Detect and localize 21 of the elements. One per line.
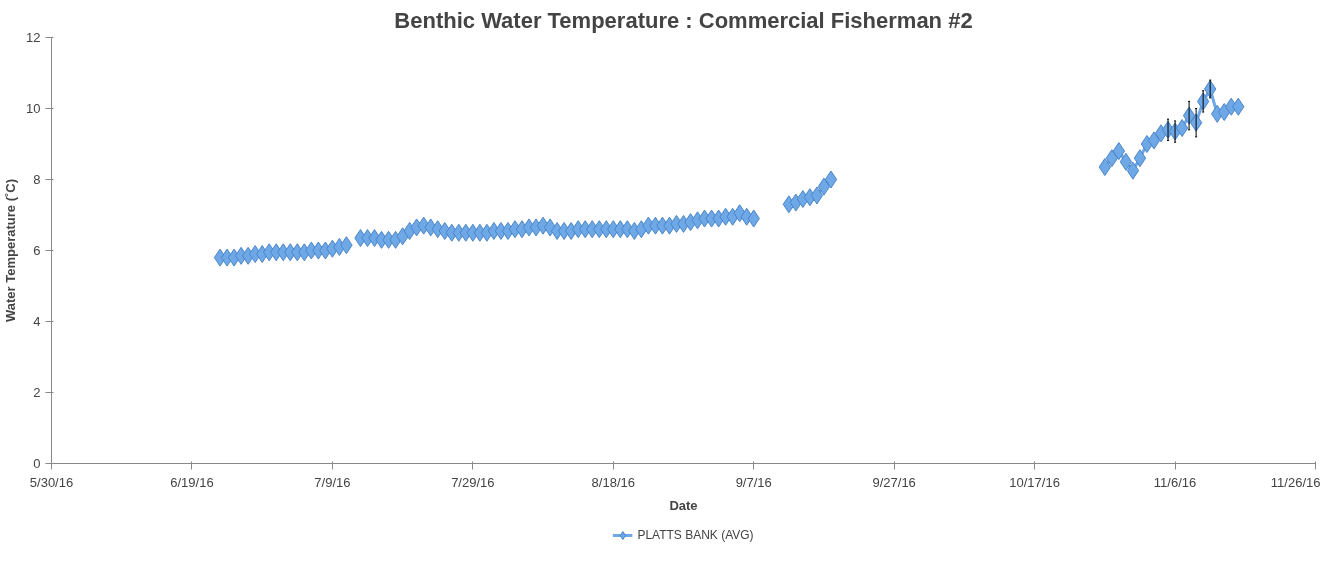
y-axis-title: Water Temperature (˚C) (3, 178, 19, 323)
y-tick-label: 12 (26, 30, 41, 45)
y-tick-label: 8 (33, 172, 41, 187)
x-tick-label: 9/27/16 (872, 474, 916, 490)
y-tick-label: 0 (33, 456, 41, 471)
legend-label: PLATTS BANK (AVG) (637, 528, 754, 542)
x-tick-label: 11/6/16 (1153, 474, 1197, 490)
x-tick-label: 8/18/16 (591, 474, 635, 490)
x-tick-label: 9/7/16 (735, 474, 772, 490)
x-tick-label: 7/9/16 (314, 474, 351, 490)
y-tick-label: 6 (33, 243, 41, 258)
y-tick-label: 4 (33, 314, 41, 329)
x-tick-label: 11/26/16 (1270, 474, 1321, 490)
y-tick-label: 10 (26, 101, 41, 116)
x-tick-label: 7/29/16 (451, 474, 495, 490)
x-tick-label: 5/30/16 (29, 474, 74, 490)
chart-title: Benthic Water Temperature : Commercial Fisherman #2 (394, 7, 973, 33)
x-tick-label: 10/17/16 (1009, 474, 1060, 490)
x-tick-label: 6/19/16 (170, 474, 214, 490)
x-axis-title: Date (669, 497, 698, 513)
y-tick-label: 2 (33, 385, 41, 400)
